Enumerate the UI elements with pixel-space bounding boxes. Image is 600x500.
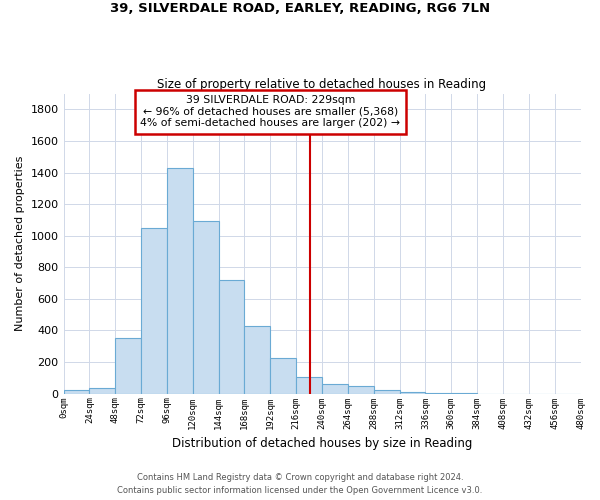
Bar bbox=[64, 390, 89, 394]
Title: Size of property relative to detached houses in Reading: Size of property relative to detached ho… bbox=[157, 78, 487, 91]
Bar bbox=[244, 326, 271, 394]
Bar bbox=[115, 338, 141, 394]
Text: Contains HM Land Registry data © Crown copyright and database right 2024.
Contai: Contains HM Land Registry data © Crown c… bbox=[118, 474, 482, 495]
Bar bbox=[141, 228, 167, 394]
Bar bbox=[374, 390, 400, 394]
Bar bbox=[218, 280, 244, 394]
Bar bbox=[322, 384, 348, 394]
Bar bbox=[271, 358, 296, 394]
Text: 39, SILVERDALE ROAD, EARLEY, READING, RG6 7LN: 39, SILVERDALE ROAD, EARLEY, READING, RG… bbox=[110, 2, 490, 16]
Bar bbox=[296, 377, 322, 394]
X-axis label: Distribution of detached houses by size in Reading: Distribution of detached houses by size … bbox=[172, 437, 472, 450]
Bar bbox=[167, 168, 193, 394]
Bar bbox=[400, 392, 425, 394]
Text: 39 SILVERDALE ROAD: 229sqm
← 96% of detached houses are smaller (5,368)
4% of se: 39 SILVERDALE ROAD: 229sqm ← 96% of deta… bbox=[140, 95, 400, 128]
Bar bbox=[348, 386, 374, 394]
Y-axis label: Number of detached properties: Number of detached properties bbox=[15, 156, 25, 332]
Bar bbox=[89, 388, 115, 394]
Bar bbox=[193, 220, 218, 394]
